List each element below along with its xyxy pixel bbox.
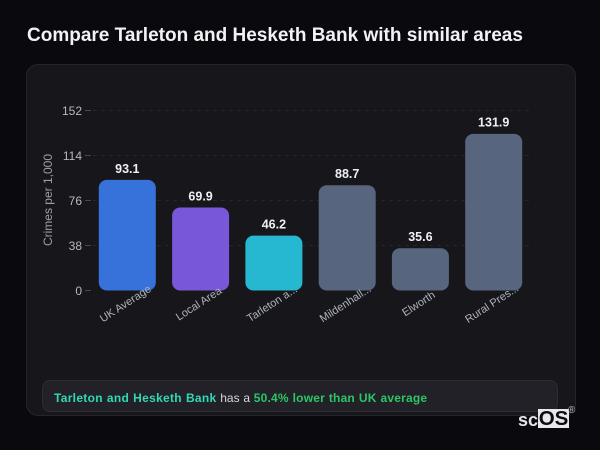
svg-text:Crimes per 1,000: Crimes per 1,000 bbox=[41, 154, 55, 246]
svg-text:69.9: 69.9 bbox=[188, 190, 212, 204]
svg-text:93.1: 93.1 bbox=[115, 162, 139, 176]
svg-text:76: 76 bbox=[69, 194, 83, 208]
svg-text:114: 114 bbox=[63, 149, 82, 163]
svg-text:0: 0 bbox=[75, 284, 82, 298]
svg-text:46.2: 46.2 bbox=[262, 218, 286, 232]
svg-text:131.9: 131.9 bbox=[478, 115, 509, 129]
svg-text:88.7: 88.7 bbox=[335, 167, 359, 181]
svg-text:Elworth: Elworth bbox=[400, 289, 437, 319]
svg-text:38: 38 bbox=[69, 239, 83, 253]
svg-text:35.6: 35.6 bbox=[408, 230, 432, 244]
svg-text:152: 152 bbox=[62, 104, 82, 118]
